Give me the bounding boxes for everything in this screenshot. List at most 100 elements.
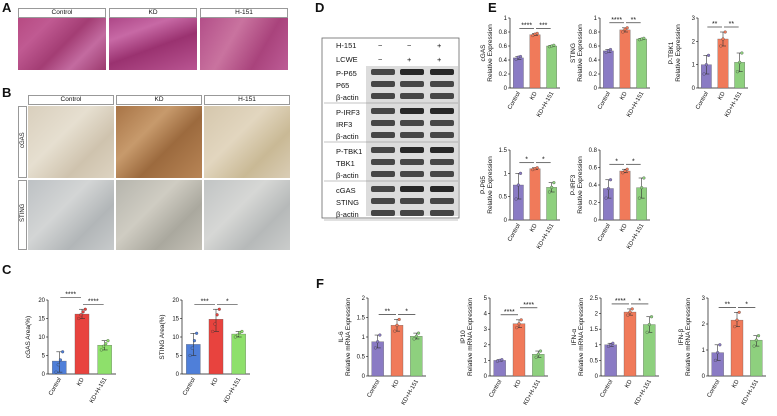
y-axis-label: Relative Expression <box>577 24 584 82</box>
x-tick-label: KD+H-151 <box>634 378 654 406</box>
data-point <box>236 333 240 337</box>
x-tick-label: KD <box>619 90 629 101</box>
data-point <box>550 185 554 189</box>
data-point <box>190 346 194 350</box>
data-point <box>552 43 556 47</box>
y-axis-label: IFN-β <box>678 329 685 346</box>
data-point <box>188 353 192 358</box>
x-tick-label: KD+H-151 <box>89 376 109 404</box>
data-point <box>414 334 418 338</box>
data-point <box>395 323 399 327</box>
ihc-sting-control <box>28 180 114 250</box>
sig-label: **** <box>88 298 99 305</box>
y-tick-label: 3 <box>692 16 696 22</box>
y-tick-label: 0 <box>702 374 706 380</box>
y-tick-label: 0 <box>42 372 46 378</box>
panel-label-e: E <box>488 0 497 15</box>
chart-f1: 0 0.5 1 1.5 2 IL-6 Relative mRNA Expression Con… <box>338 296 426 406</box>
he-image-control <box>18 8 106 70</box>
panel-label-b: B <box>2 85 12 100</box>
bar <box>231 333 246 375</box>
x-tick-label: Control <box>707 379 722 399</box>
data-point <box>54 370 58 374</box>
bar <box>604 344 617 377</box>
ihc-header-h151: H-151 <box>204 95 290 105</box>
x-tick-label: KD <box>76 376 86 387</box>
data-point <box>723 30 727 34</box>
data-point <box>535 166 539 170</box>
chart-e1: 0 0.2 0.4 0.6 0.8 1 cGAS Relative Expression Con… <box>480 16 560 118</box>
x-tick-label: Control <box>507 223 522 243</box>
y-tick-label: 5 <box>176 354 180 360</box>
y-tick-label: 2.5 <box>590 296 599 302</box>
y-axis-label: cGAS <box>480 44 487 62</box>
data-point <box>604 196 608 200</box>
data-point <box>61 350 65 354</box>
y-axis-label: IL-6 <box>338 331 345 343</box>
chart-c1: 0 5 10 15 20 cGAS Area(%) Control KD KD+H-151 ***… <box>25 291 116 404</box>
data-point <box>604 50 608 54</box>
y-tick-label: 2 <box>702 322 706 328</box>
panel-label-a: A <box>2 0 12 15</box>
ihc-row-label-cgas <box>18 106 27 178</box>
he-image-h151 <box>200 8 288 70</box>
y-axis-label: cGAS Area(%) <box>25 316 32 358</box>
y-tick-label: 2 <box>362 296 366 302</box>
data-point <box>623 27 627 31</box>
data-point <box>515 326 519 330</box>
y-tick-label: 1 <box>504 171 508 177</box>
x-tick-label: KD+H-151 <box>223 376 243 404</box>
y-tick-label: 2 <box>692 39 696 45</box>
x-tick-label: KD+H-151 <box>536 90 556 118</box>
y-tick-label: 1 <box>692 63 696 69</box>
y-axis-label: Relative mRNA Expression <box>467 298 474 376</box>
data-point <box>756 334 761 338</box>
data-point <box>718 343 722 347</box>
x-tick-label: KD+H-151 <box>523 378 543 406</box>
bar <box>603 50 614 89</box>
data-point <box>99 348 103 352</box>
x-tick-label: KD <box>529 222 539 233</box>
data-point <box>754 338 758 342</box>
data-point <box>104 342 108 346</box>
y-tick-label: 1.5 <box>590 327 599 333</box>
x-tick-label: KD <box>731 378 741 389</box>
chart-f3: 0 0.5 1 1.5 2 2.5 IFN-α Relative mRNA Expressio… <box>571 296 659 406</box>
data-point <box>552 181 556 185</box>
data-point <box>215 313 219 317</box>
y-tick-label: 10 <box>38 335 45 341</box>
x-tick-label: KD <box>513 378 523 389</box>
data-point <box>378 333 382 337</box>
y-tick-label: 3 <box>702 296 706 302</box>
sig-label: **** <box>523 302 534 309</box>
y-tick-label: 15 <box>172 317 179 323</box>
y-tick-label: 0 <box>504 86 508 92</box>
data-point <box>640 186 644 190</box>
y-axis-label: IFN-α <box>571 329 578 346</box>
data-point <box>735 318 739 322</box>
sig-label: ** <box>385 308 391 315</box>
data-point <box>373 346 378 350</box>
sig-label: * <box>745 301 748 308</box>
y-tick-label: 0 <box>362 374 366 380</box>
y-axis-label: P-IRF3 <box>570 174 577 195</box>
x-tick-label: KD+H-151 <box>401 378 421 406</box>
bar <box>410 336 423 377</box>
chart-e5: 0 0.2 0.4 0.6 0.8 P-IRF3 Relative Expression Co… <box>570 148 650 250</box>
data-point <box>195 331 199 335</box>
sig-label: **** <box>504 309 515 316</box>
x-tick-label: Control <box>597 223 612 243</box>
data-point <box>642 176 646 180</box>
y-axis-label: Relative mRNA Expression <box>685 298 692 376</box>
data-point <box>217 307 221 311</box>
sig-label: *** <box>201 298 209 305</box>
bar <box>529 168 541 221</box>
bar <box>390 325 404 377</box>
bar <box>619 170 631 221</box>
ihc-cgas-h151 <box>204 106 290 178</box>
data-point <box>518 54 523 59</box>
y-tick-label: 0.8 <box>589 148 598 154</box>
data-point <box>719 44 723 48</box>
x-tick-label: Control <box>695 91 710 111</box>
y-tick-label: 1 <box>484 358 488 364</box>
